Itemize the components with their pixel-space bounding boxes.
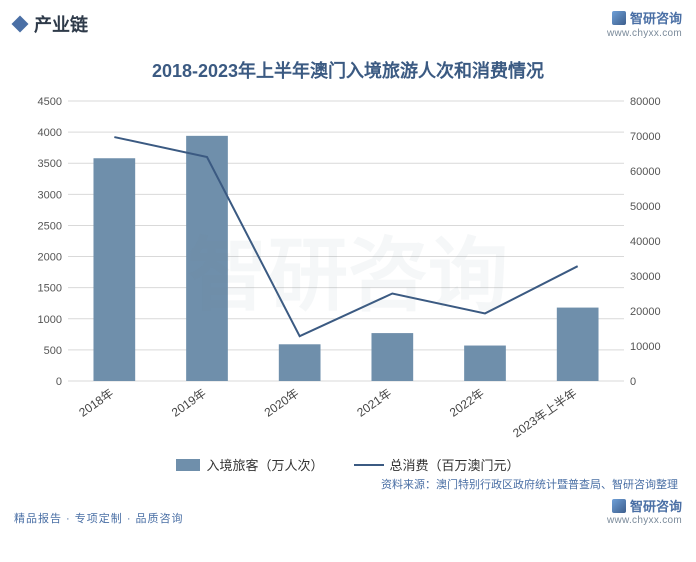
svg-text:0: 0: [630, 376, 636, 388]
svg-text:60000: 60000: [630, 166, 661, 178]
legend-bar-label: 入境旅客（万人次）: [206, 455, 323, 474]
svg-text:1500: 1500: [38, 283, 62, 295]
brand-block-top: 智研咨询 www.chyxx.com: [607, 8, 682, 39]
svg-text:2000: 2000: [38, 252, 62, 264]
data-source: 资料来源：澳门特别行政区政府统计暨普查局、智研咨询整理: [0, 476, 696, 494]
legend-line-swatch: [354, 464, 384, 466]
brand-block-bottom: 智研咨询 www.chyxx.com: [607, 496, 682, 526]
svg-text:2019年: 2019年: [169, 386, 209, 420]
brand-url: www.chyxx.com: [607, 28, 682, 39]
chart-legend: 入境旅客（万人次） 总消费（百万澳门元）: [0, 449, 696, 476]
svg-text:20000: 20000: [630, 306, 661, 318]
chart-title: 2018-2023年上半年澳门入境旅游人次和消费情况: [0, 43, 696, 89]
svg-text:2021年: 2021年: [354, 386, 394, 420]
brand-url-footer: www.chyxx.com: [607, 515, 682, 526]
svg-text:2020年: 2020年: [262, 386, 302, 420]
svg-text:2022年: 2022年: [447, 386, 487, 420]
diamond-bullet-icon: [12, 15, 29, 32]
brand-logo-icon: [612, 499, 626, 513]
svg-text:4000: 4000: [38, 127, 62, 139]
svg-text:2018年: 2018年: [76, 386, 116, 420]
legend-line-label: 总消费（百万澳门元）: [390, 455, 520, 474]
svg-text:0: 0: [56, 376, 62, 388]
combo-chart: 0 500 1000 1500 2000 2500 3000 3500 4000 4500 0 100…: [18, 89, 678, 449]
svg-text:40000: 40000: [630, 236, 661, 248]
brand-name-footer: 智研咨询: [630, 496, 682, 515]
svg-text:3500: 3500: [38, 158, 62, 170]
svg-text:70000: 70000: [630, 131, 661, 143]
svg-text:80000: 80000: [630, 96, 661, 108]
svg-text:50000: 50000: [630, 201, 661, 213]
brand-logo-icon: [612, 11, 626, 25]
svg-text:500: 500: [44, 345, 62, 357]
legend-bar-swatch: [176, 459, 200, 471]
svg-text:10000: 10000: [630, 341, 661, 353]
brand-name: 智研咨询: [630, 8, 682, 27]
svg-text:4500: 4500: [38, 96, 62, 108]
svg-text:2023年上半年: 2023年上半年: [510, 386, 579, 440]
footer-tagline: 精品报告 · 专项定制 · 品质咨询: [14, 510, 184, 526]
svg-text:1000: 1000: [38, 314, 62, 326]
chart-area: 智研咨询 05001000150020002500300035004000450…: [18, 89, 678, 449]
section-title: 产业链: [34, 11, 88, 37]
svg-text:3000: 3000: [38, 189, 62, 201]
svg-text:2500: 2500: [38, 220, 62, 232]
svg-text:30000: 30000: [630, 271, 661, 283]
